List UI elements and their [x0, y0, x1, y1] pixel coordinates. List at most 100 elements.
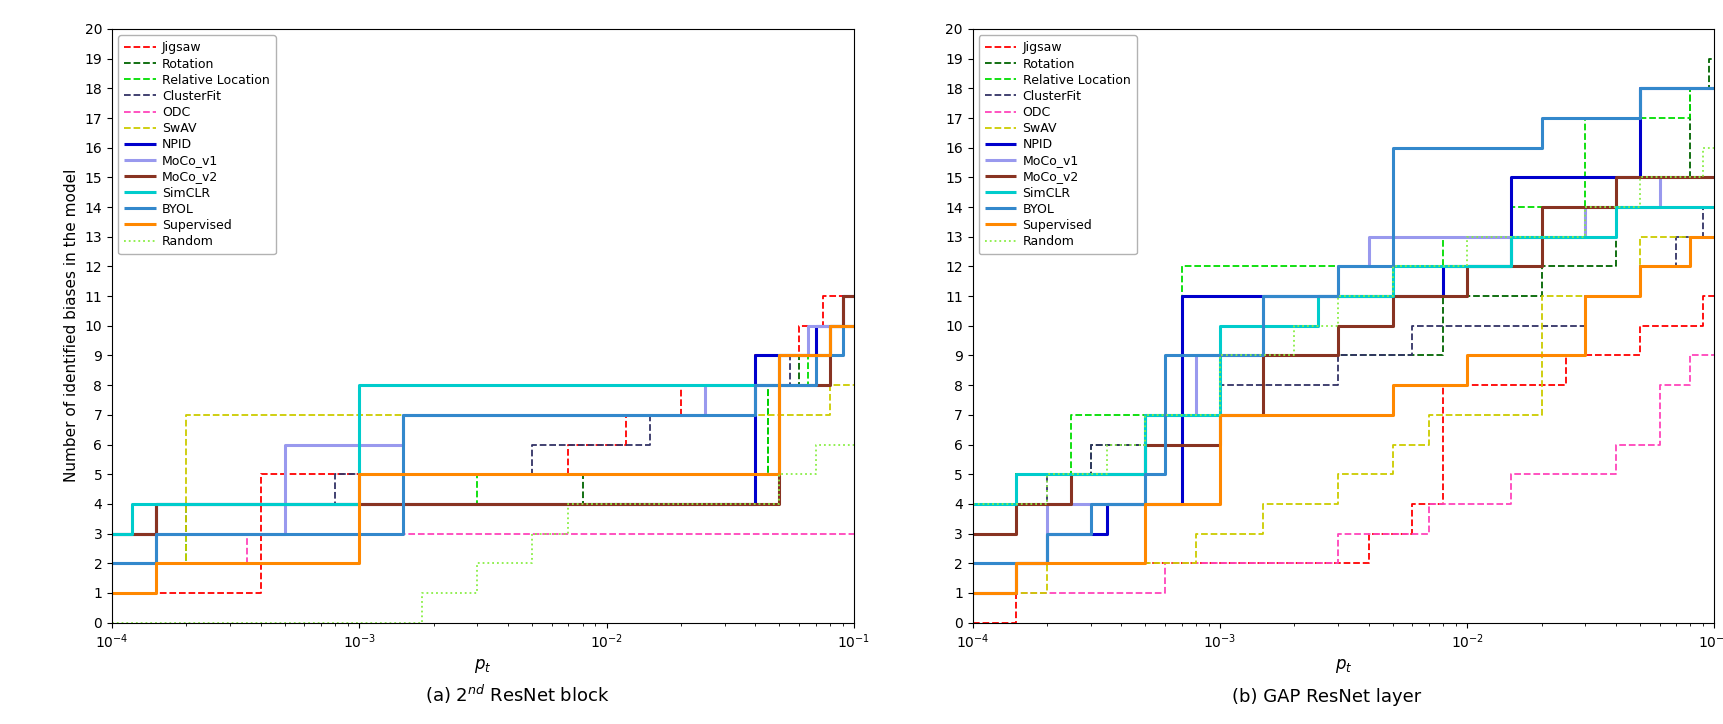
MoCo_v2 [1253, 351, 1273, 360]
Random [768, 470, 789, 479]
Line: BYOL: BYOL [972, 88, 1714, 563]
ODC [264, 529, 284, 538]
Y-axis label: Number of identified biases in the model: Number of identified biases in the model [64, 169, 79, 482]
MoCo_v1 [1327, 292, 1347, 300]
ClusterFit [1666, 232, 1687, 241]
Relative Location [1501, 232, 1521, 241]
Supervised [145, 559, 165, 568]
BYOL [744, 381, 765, 390]
BYOL [844, 321, 865, 330]
Jigsaw [1630, 351, 1651, 360]
SwAV [1327, 470, 1347, 479]
SwAV [1327, 500, 1347, 508]
NPID [1630, 84, 1651, 93]
Rotation [844, 321, 865, 330]
MoCo_v1 [1575, 232, 1595, 241]
Supervised [102, 589, 122, 597]
Rotation [961, 500, 982, 508]
MoCo_v1 [1327, 262, 1347, 271]
Line: Random: Random [112, 445, 855, 623]
NPID [1037, 529, 1058, 538]
Random [467, 589, 488, 597]
NPID [832, 292, 853, 300]
MoCo_v1 [1575, 203, 1595, 211]
ODC [1649, 381, 1670, 390]
Line: Random: Random [972, 148, 1714, 504]
Jigsaw [102, 589, 122, 597]
SwAV [1418, 411, 1439, 419]
MoCo_v2 [820, 321, 841, 330]
Random [1382, 262, 1403, 271]
Relative Location [798, 381, 818, 390]
Rotation [1532, 262, 1552, 271]
Jigsaw [813, 321, 834, 330]
Supervised [1006, 589, 1027, 597]
Supervised [1210, 411, 1230, 419]
Relative Location [1501, 203, 1521, 211]
SimCLR [1704, 203, 1723, 211]
ClusterFit [744, 411, 765, 419]
ODC [1704, 351, 1723, 360]
Text: (a) 2$^{nd}$ ResNet block: (a) 2$^{nd}$ ResNet block [424, 683, 610, 707]
Relative Location [467, 470, 488, 479]
MoCo_v1 [798, 351, 818, 360]
SwAV [1382, 470, 1403, 479]
ClusterFit [326, 500, 346, 508]
MoCo_v2 [1061, 470, 1082, 479]
Relative Location [274, 500, 295, 508]
BYOL [1532, 143, 1552, 152]
NPID [145, 500, 165, 508]
Line: SimCLR: SimCLR [112, 326, 855, 534]
SwAV [820, 411, 841, 419]
Line: Rotation: Rotation [112, 326, 855, 563]
Jigsaw [1403, 529, 1423, 538]
Relative Location [1006, 470, 1027, 479]
BYOL [961, 559, 982, 568]
NPID [1098, 500, 1118, 508]
MoCo_v1 [274, 440, 295, 449]
Random [412, 589, 432, 597]
MoCo_v2 [1456, 292, 1477, 300]
Rotation [789, 381, 810, 390]
Supervised [1680, 232, 1701, 241]
Text: (b) GAP ResNet layer: (b) GAP ResNet layer [1232, 689, 1421, 707]
Line: ODC: ODC [112, 534, 855, 563]
NPID [744, 351, 765, 360]
MoCo_v2 [1606, 203, 1627, 211]
NPID [844, 292, 865, 300]
Random [412, 618, 432, 627]
BYOL [1382, 143, 1403, 152]
ClusterFit [1704, 203, 1723, 211]
MoCo_v1 [1704, 173, 1723, 182]
Random [1135, 440, 1156, 449]
Jigsaw [744, 351, 765, 360]
Random [805, 470, 825, 479]
MoCo_v1 [1358, 232, 1378, 241]
Line: Jigsaw: Jigsaw [972, 296, 1714, 623]
Random [1284, 321, 1304, 330]
Line: BYOL: BYOL [112, 326, 855, 563]
Jigsaw [1434, 381, 1454, 390]
Rotation [1006, 470, 1027, 479]
Supervised [1382, 381, 1403, 390]
ClusterFit [1630, 262, 1651, 271]
ClusterFit [805, 321, 825, 330]
NPID [1006, 559, 1027, 568]
Supervised [1006, 559, 1027, 568]
Line: MoCo_v2: MoCo_v2 [972, 177, 1714, 534]
Jigsaw [250, 470, 271, 479]
Random [1630, 173, 1651, 182]
NPID [805, 351, 825, 360]
Line: SwAV: SwAV [972, 237, 1714, 593]
MoCo_v2 [832, 321, 853, 330]
NPID [1098, 529, 1118, 538]
MoCo_v1 [1649, 203, 1670, 211]
MoCo_v2 [1006, 500, 1027, 508]
Random [1135, 411, 1156, 419]
ClusterFit [1575, 292, 1595, 300]
Jigsaw [558, 440, 579, 449]
Random [1210, 411, 1230, 419]
Rotation [1434, 292, 1454, 300]
Rotation [1680, 84, 1701, 93]
SwAV [1253, 529, 1273, 538]
